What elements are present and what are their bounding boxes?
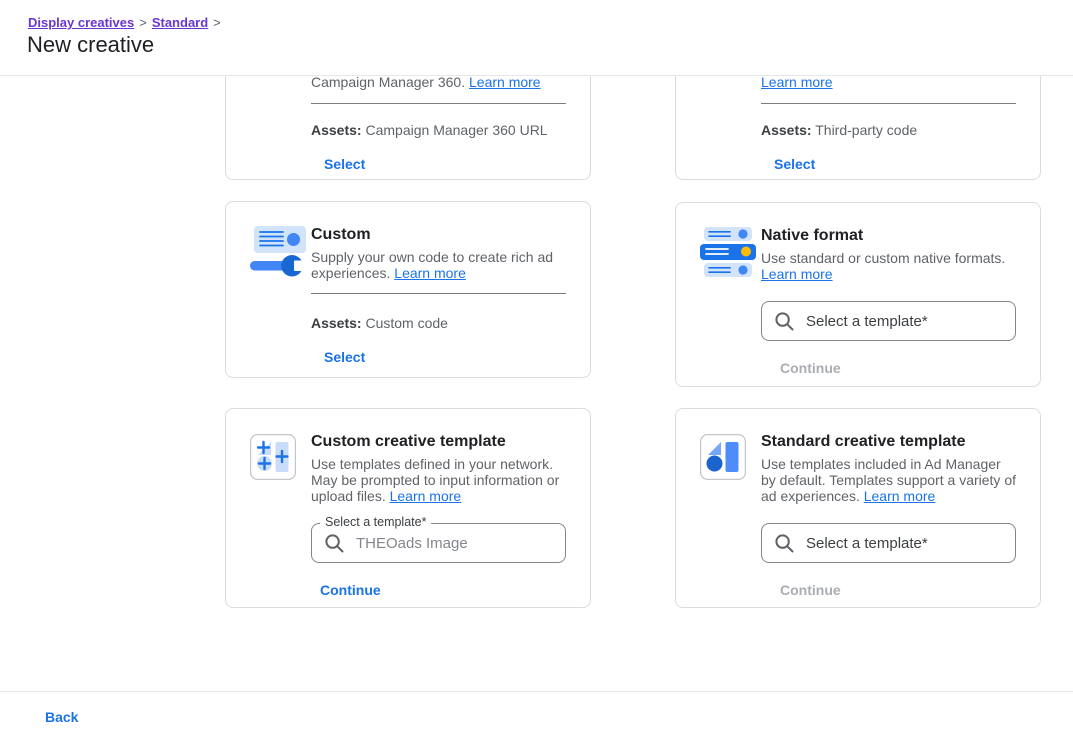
card-description: Use templates defined in your network. M… <box>311 456 560 504</box>
learn-more-link[interactable]: Learn more <box>761 74 833 90</box>
learn-more-link[interactable]: Learn more <box>394 265 466 281</box>
page-footer: Back <box>0 691 1073 749</box>
card-description: Use standard or custom native formats. L… <box>761 250 1006 282</box>
learn-more-link[interactable]: Learn more <box>863 488 936 504</box>
breadcrumb-separator: > <box>213 15 221 30</box>
card-native-format: Native format Use standard or custom nat… <box>675 202 1041 387</box>
assets-line: Assets: Custom code <box>311 315 448 331</box>
template-select-field <box>761 301 1016 341</box>
select-button[interactable]: Select <box>311 347 378 367</box>
continue-button[interactable]: Continue <box>761 358 860 378</box>
template-select-label: Select a template* <box>320 515 432 529</box>
select-button[interactable]: Select <box>311 154 378 174</box>
custom-code-icon <box>250 226 306 282</box>
continue-button[interactable]: Continue <box>311 580 390 600</box>
breadcrumb-link-standard[interactable]: Standard <box>151 15 209 30</box>
card-divider <box>311 293 566 294</box>
standard-template-shapes-icon <box>700 434 746 484</box>
learn-more-link[interactable]: Learn more <box>469 74 541 90</box>
card-divider <box>311 103 566 104</box>
native-format-icon <box>700 227 756 281</box>
card-description: Use templates included in Ad Manager by … <box>761 456 1016 504</box>
template-select-input[interactable] <box>311 523 566 563</box>
card-description: Campaign Manager 360. Learn more <box>311 74 541 90</box>
card-title: Standard creative template <box>761 433 966 450</box>
continue-button[interactable]: Continue <box>761 580 860 600</box>
card-custom-creative-template: Custom creative template Use templates d… <box>225 408 591 608</box>
card-divider <box>761 103 1016 104</box>
select-button[interactable]: Select <box>761 154 828 174</box>
card-title: Custom <box>311 226 371 243</box>
card-standard-creative-template: Standard creative template Use templates… <box>675 408 1041 608</box>
card-title: Native format <box>761 227 864 244</box>
learn-more-link[interactable]: Learn more <box>761 266 833 282</box>
breadcrumb-separator: > <box>139 15 147 30</box>
assets-line: Assets: Third-party code <box>761 122 918 138</box>
template-select-field: Select a template* <box>311 515 566 563</box>
learn-more-link[interactable]: Learn more <box>389 488 462 504</box>
card-title: Custom creative template <box>311 433 506 450</box>
card-description: Supply your own code to create rich ad e… <box>311 249 554 281</box>
card-description: Learn more <box>761 74 1016 90</box>
back-button[interactable]: Back <box>33 703 90 731</box>
assets-line: Assets: Campaign Manager 360 URL <box>311 122 548 138</box>
card-custom: Custom Supply your own code to create ri… <box>225 201 591 378</box>
template-select-input[interactable] <box>761 523 1016 563</box>
template-select-field <box>761 523 1016 563</box>
breadcrumb: Display creatives > Standard > <box>28 15 226 31</box>
custom-template-shapes-icon <box>250 434 296 484</box>
breadcrumb-link-display-creatives[interactable]: Display creatives <box>28 15 135 30</box>
template-select-input[interactable] <box>761 301 1016 341</box>
page-title: New creative <box>27 32 155 57</box>
page-header: Display creatives > Standard > New creative <box>0 0 1073 76</box>
